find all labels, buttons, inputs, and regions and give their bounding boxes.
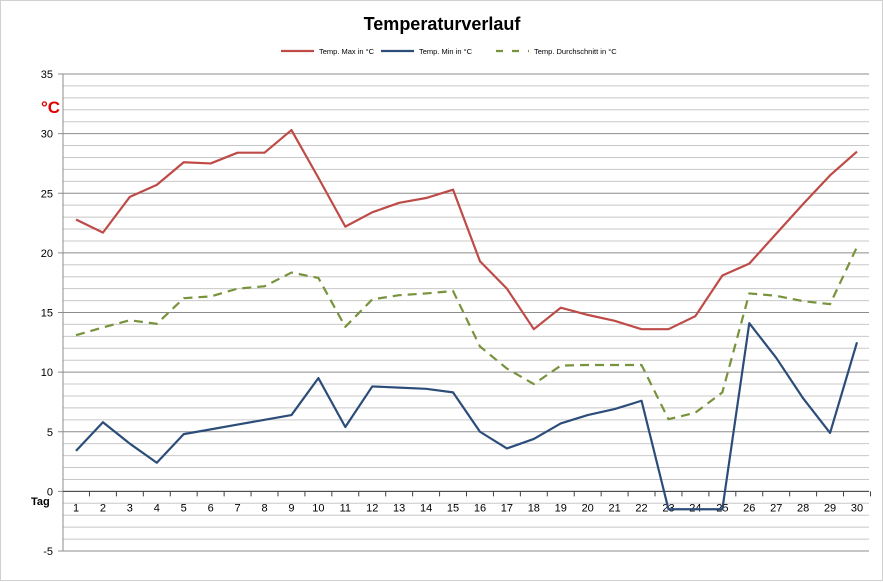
y-tick-label: 5 bbox=[47, 427, 53, 439]
chart-title: Temperaturverlauf bbox=[364, 14, 522, 34]
y-tick-label: -5 bbox=[43, 546, 53, 558]
x-tick-label: 16 bbox=[474, 502, 486, 514]
x-tick-label: 7 bbox=[235, 502, 241, 514]
y-tick-label: 15 bbox=[41, 308, 53, 320]
x-tick-label: 27 bbox=[770, 502, 782, 514]
y-tick-label: 35 bbox=[41, 69, 53, 81]
y-axis-unit-label: °C bbox=[41, 98, 60, 117]
x-tick-label: 6 bbox=[208, 502, 214, 514]
x-tick-label: 29 bbox=[824, 502, 836, 514]
x-tick-label: 12 bbox=[366, 502, 378, 514]
x-tick-label: 30 bbox=[851, 502, 863, 514]
y-tick-label: 30 bbox=[41, 129, 53, 141]
legend-label-1: Temp. Min in °C bbox=[419, 47, 473, 56]
x-tick-label: 20 bbox=[582, 502, 594, 514]
gridlines bbox=[63, 74, 869, 551]
x-tick-label: 15 bbox=[447, 502, 459, 514]
y-tick-label: 0 bbox=[47, 486, 53, 498]
y-tick-label: 25 bbox=[41, 188, 53, 200]
x-tick-label: 9 bbox=[288, 502, 294, 514]
series-line-0 bbox=[76, 130, 857, 329]
x-tick-label: 26 bbox=[743, 502, 755, 514]
x-tick-label: 5 bbox=[181, 502, 187, 514]
y-tick-label: 10 bbox=[41, 367, 53, 379]
x-tick-label: 2 bbox=[100, 502, 106, 514]
x-tick-label: 4 bbox=[154, 502, 160, 514]
y-tick-label: 20 bbox=[41, 248, 53, 260]
legend-label-2: Temp. Durchschnitt in °C bbox=[534, 47, 617, 56]
x-tick-label: 1 bbox=[73, 502, 79, 514]
x-tick-label: 22 bbox=[635, 502, 647, 514]
x-tick-label: 17 bbox=[501, 502, 513, 514]
series-lines bbox=[76, 130, 857, 509]
x-tick-label: 28 bbox=[797, 502, 809, 514]
x-tick-label: 13 bbox=[393, 502, 405, 514]
series-line-1 bbox=[76, 323, 857, 509]
x-tick-label: 21 bbox=[608, 502, 620, 514]
y-tick-labels: -5 0 5 10 15 20 25 30 35 bbox=[41, 69, 63, 558]
x-tick-label: 11 bbox=[340, 502, 351, 514]
x-tick-label: 10 bbox=[312, 502, 324, 514]
x-tick-label: 14 bbox=[420, 502, 432, 514]
legend: Temp. Max in °C Temp. Min in °C Temp. Durc… bbox=[281, 47, 617, 56]
x-tick-label: 8 bbox=[261, 502, 267, 514]
x-tick-label: 19 bbox=[555, 502, 567, 514]
legend-label-0: Temp. Max in °C bbox=[319, 47, 375, 56]
x-tick-label: 3 bbox=[127, 502, 133, 514]
x-tick-label: 18 bbox=[528, 502, 540, 514]
